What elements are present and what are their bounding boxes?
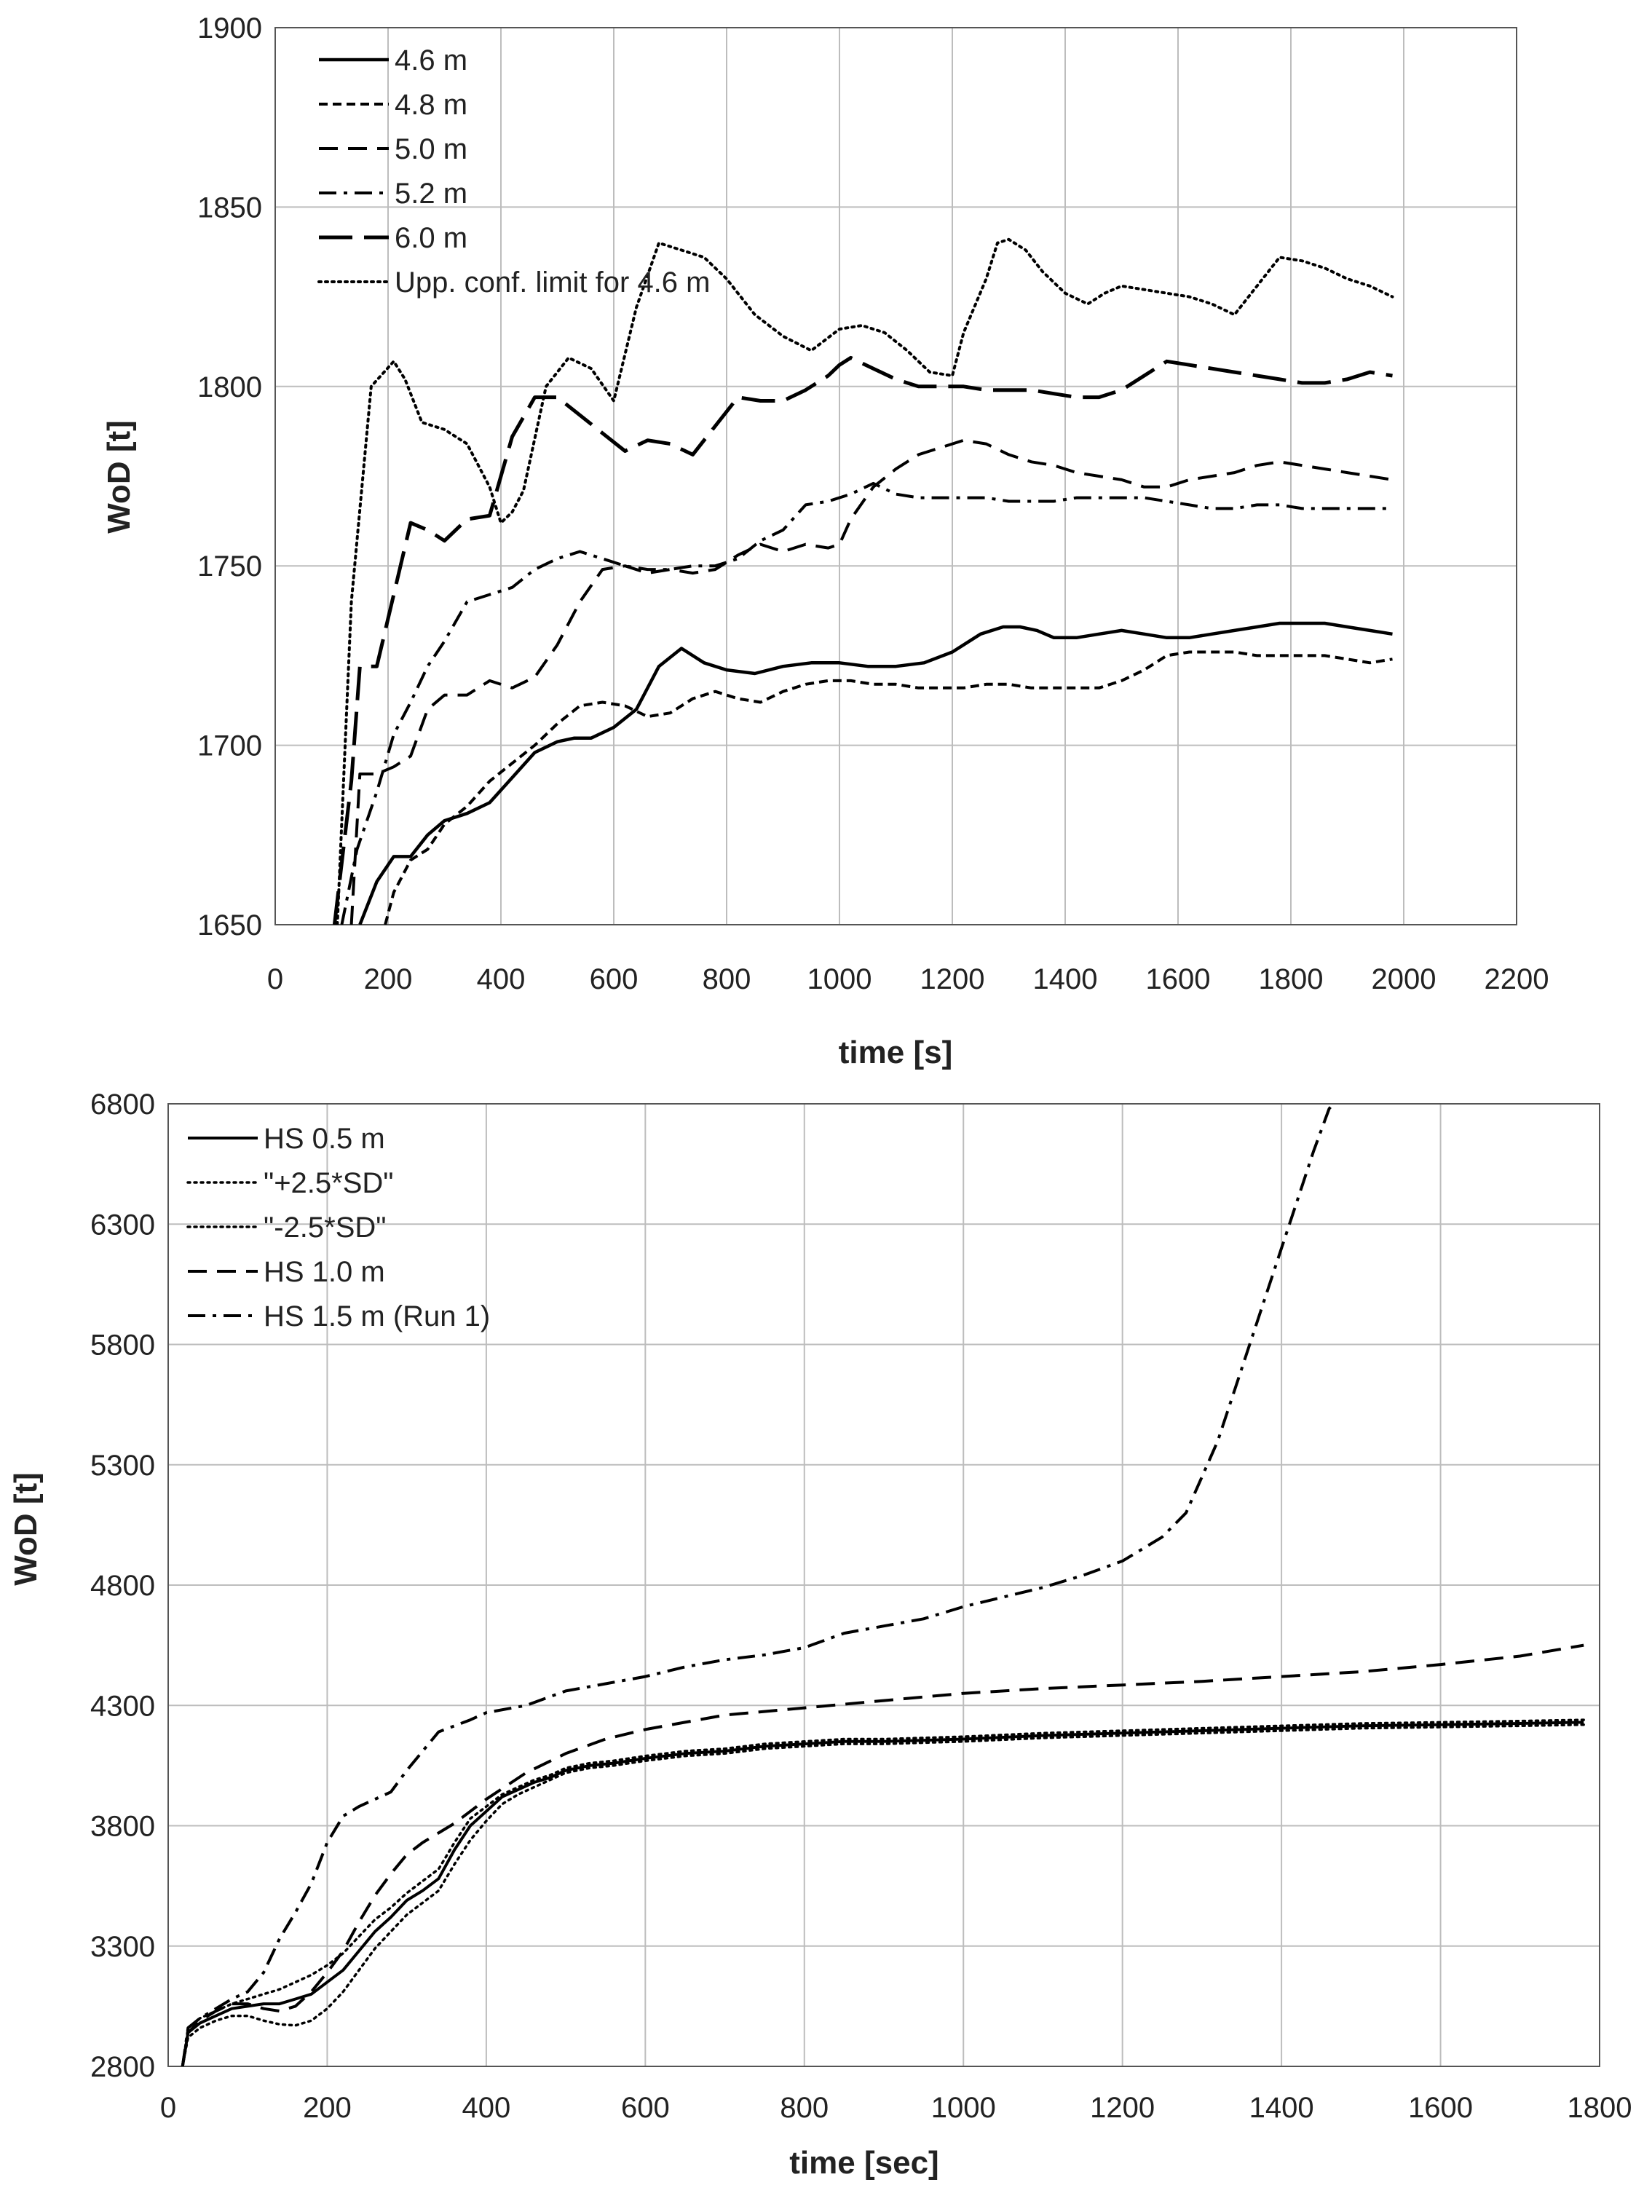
chart-1-legend-label-1: 4.6 m	[395, 44, 467, 76]
chart-2-legend: HS 0.5 m "+2.5*SD" "-2.5*SD" HS 1.0 m HS 1.5…	[186, 1123, 490, 1332]
chart-2-y-tick: 3800	[90, 1811, 155, 1843]
chart-1-y-tick: 1850	[197, 191, 262, 224]
chart-1-y-tick: 1750	[197, 550, 262, 582]
chart-1-series-lines	[332, 237, 1394, 925]
chart-1-series-line-1	[358, 621, 1393, 925]
chart-1-legend-label-6: Upp. conf. limit for 4.6 m	[395, 266, 710, 299]
chart-2-x-tick: 600	[621, 2092, 670, 2124]
chart-1-gridlines	[274, 27, 1517, 925]
chart-1-plot-frame	[274, 27, 1517, 925]
chart-1-x-tick-labels: 0 200 400 600 800 1000 1200 1400 1600 1800 2000 220…	[267, 963, 1549, 995]
chart-1-x-tick: 2200	[1485, 963, 1549, 995]
chart-2-x-tick: 200	[303, 2092, 352, 2124]
chart-1-series-line-2	[384, 650, 1393, 925]
chart-2-x-tick: 1800	[1568, 2092, 1632, 2124]
chart-1-x-tick: 600	[590, 963, 639, 995]
chart-2-y-tick: 5800	[90, 1330, 155, 1362]
chart-1-x-tick: 2000	[1372, 963, 1436, 995]
chart-2-series-line-4	[181, 1643, 1584, 2066]
chart-2-y-tick: 6800	[90, 1089, 155, 1121]
chart-1-y-tick-labels: 1650 1700 1750 1800 1850 1900	[197, 12, 262, 941]
chart-2-series-line-1	[181, 1721, 1584, 2066]
chart-2-x-tick-labels: 0 200 400 600 800 1000 1200 1400 1600 1800	[160, 2092, 1632, 2124]
chart-2-x-tick: 1000	[931, 2092, 996, 2124]
chart-2-x-tick: 1200	[1090, 2092, 1155, 2124]
chart-2-series-line-2	[181, 1718, 1585, 2066]
chart-2-x-tick: 0	[160, 2092, 176, 2124]
chart-1-x-tick: 200	[364, 963, 413, 995]
chart-1-series-line-6	[336, 237, 1394, 925]
chart-1-y-tick: 1800	[197, 371, 262, 403]
chart-2-series-line-5	[181, 1104, 1336, 2066]
chart-2-y-tick: 5300	[90, 1450, 155, 1482]
chart-2-x-tick: 800	[780, 2092, 829, 2124]
chart-1: 0 200 400 600 800 1000 1200 1400 1600 1800 2000 220…	[101, 12, 1549, 1070]
chart-2-y-tick: 4800	[90, 1570, 155, 1602]
chart-1-y-tick: 1700	[197, 730, 262, 762]
chart-1-legend-label-2: 4.8 m	[395, 89, 467, 121]
chart-2-y-tick: 3300	[90, 1931, 155, 1963]
chart-2-plot-frame	[167, 1103, 1600, 2067]
chart-1-legend: 4.6 m 4.8 m 5.0 m 5.2 m 6.0 m Upp. conf. limi…	[317, 44, 710, 299]
chart-1-series-line-4	[340, 481, 1393, 925]
chart-2-series-lines	[181, 1104, 1585, 2066]
chart-1-y-tick: 1650	[197, 909, 262, 941]
chart-1-y-tick: 1900	[197, 12, 262, 44]
chart-2-y-tick-labels: 2800 3300 3800 4300 4800 5300 5800 6300 6800	[90, 1089, 155, 2083]
chart-1-x-tick: 1600	[1146, 963, 1211, 995]
chart-2-x-tick: 1600	[1408, 2092, 1473, 2124]
chart-1-x-tick: 0	[267, 963, 283, 995]
chart-1-x-tick: 400	[477, 963, 526, 995]
chart-2-legend-label-3: "-2.5*SD"	[264, 1212, 386, 1244]
chart-1-series-line-3	[349, 438, 1393, 925]
chart-2-x-axis-title: time [sec]	[789, 2145, 938, 2181]
chart-1-x-tick: 1400	[1033, 963, 1098, 995]
chart-2-y-tick: 2800	[90, 2051, 155, 2083]
chart-1-series-line-5	[332, 355, 1393, 925]
chart-2-series-line-3	[181, 1723, 1585, 2066]
chart-1-x-tick: 1000	[807, 963, 872, 995]
chart-2-legend-label-1: HS 0.5 m	[264, 1123, 385, 1155]
chart-2-y-tick: 4300	[90, 1690, 155, 1722]
chart-1-x-axis-title: time [s]	[839, 1035, 952, 1070]
chart-1-x-tick: 1800	[1259, 963, 1324, 995]
chart-2-y-axis-title: WoD [t]	[8, 1472, 44, 1586]
chart-1-legend-label-4: 5.2 m	[395, 178, 467, 210]
chart-2: 0 200 400 600 800 1000 1200 1400 1600 1800 2800 33…	[8, 1089, 1632, 2181]
chart-2-x-tick: 1400	[1249, 2092, 1314, 2124]
chart-1-y-axis-title: WoD [t]	[101, 420, 137, 534]
chart-2-legend-label-2: "+2.5*SD"	[264, 1167, 394, 1199]
chart-1-x-tick: 800	[703, 963, 751, 995]
chart-1-legend-label-5: 6.0 m	[395, 222, 467, 254]
chart-2-legend-label-5: HS 1.5 m (Run 1)	[264, 1300, 490, 1332]
chart-1-x-tick: 1200	[920, 963, 985, 995]
chart-1-legend-label-3: 5.0 m	[395, 133, 467, 165]
chart-2-legend-label-4: HS 1.0 m	[264, 1256, 385, 1288]
chart-2-x-tick: 400	[462, 2092, 511, 2124]
chart-2-y-tick: 6300	[90, 1209, 155, 1241]
